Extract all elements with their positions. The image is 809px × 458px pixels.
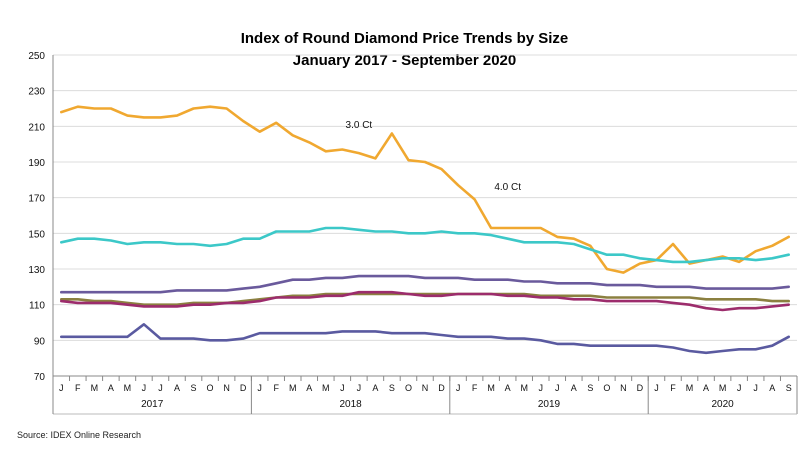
x-tick-label: M bbox=[124, 383, 132, 393]
y-tick-label: 250 bbox=[28, 51, 45, 62]
x-tick-label: J bbox=[59, 383, 64, 393]
year-label: 2017 bbox=[141, 399, 164, 410]
series-line-5 bbox=[59, 290, 791, 312]
x-tick-label: J bbox=[142, 383, 147, 393]
source-note: Source: IDEX Online Research bbox=[17, 430, 142, 440]
series-annotation: 4.0 Ct bbox=[494, 182, 521, 193]
year-label: 2018 bbox=[339, 399, 362, 410]
x-tick-label: J bbox=[158, 383, 163, 393]
x-tick-label: S bbox=[786, 383, 792, 393]
x-tick-label: O bbox=[405, 383, 412, 393]
series-line-1 bbox=[59, 105, 791, 274]
series-line-6 bbox=[59, 322, 791, 355]
x-tick-label: D bbox=[637, 383, 644, 393]
x-tick-label: A bbox=[174, 383, 180, 393]
x-tick-label: J bbox=[753, 383, 758, 393]
x-tick-label: M bbox=[719, 383, 727, 393]
series-annotation: 3.0 Ct bbox=[346, 120, 373, 131]
x-tick-label: M bbox=[322, 383, 330, 393]
x-tick-label: A bbox=[571, 383, 577, 393]
x-tick-label: S bbox=[191, 383, 197, 393]
x-tick-label: M bbox=[289, 383, 297, 393]
x-tick-label: M bbox=[487, 383, 495, 393]
x-tick-label: N bbox=[223, 383, 230, 393]
x-tick-label: J bbox=[737, 383, 742, 393]
chart-subtitle: January 2017 - September 2020 bbox=[292, 52, 517, 69]
x-tick-label: J bbox=[555, 383, 560, 393]
chart-title: Index of Round Diamond Price Trends by S… bbox=[240, 30, 569, 47]
x-tick-label: A bbox=[108, 383, 114, 393]
x-tick-label: A bbox=[703, 383, 709, 393]
y-tick-label: 210 bbox=[28, 122, 45, 133]
x-tick-label: D bbox=[438, 383, 445, 393]
y-tick-label: 90 bbox=[34, 336, 46, 347]
x-tick-label: A bbox=[769, 383, 775, 393]
x-tick-label: M bbox=[686, 383, 694, 393]
x-tick-label: N bbox=[422, 383, 429, 393]
series-line-2 bbox=[59, 226, 791, 264]
x-tick-label: A bbox=[306, 383, 312, 393]
x-tick-label: F bbox=[75, 383, 81, 393]
x-tick-label: J bbox=[357, 383, 362, 393]
x-tick-label: F bbox=[670, 383, 676, 393]
y-tick-label: 70 bbox=[34, 372, 46, 383]
y-tick-label: 130 bbox=[28, 265, 45, 276]
y-tick-label: 230 bbox=[28, 87, 45, 98]
x-tick-label: M bbox=[91, 383, 99, 393]
x-tick-label: O bbox=[207, 383, 214, 393]
year-label: 2020 bbox=[711, 399, 734, 410]
series-line-3 bbox=[59, 274, 791, 294]
x-tick-label: M bbox=[520, 383, 528, 393]
x-tick-label: J bbox=[538, 383, 543, 393]
x-tick-label: D bbox=[240, 383, 247, 393]
y-tick-label: 170 bbox=[28, 194, 45, 205]
series-line-4 bbox=[59, 292, 791, 307]
y-tick-label: 190 bbox=[28, 158, 45, 169]
y-tick-label: 110 bbox=[29, 301, 45, 312]
x-tick-label: S bbox=[389, 383, 395, 393]
x-tick-label: S bbox=[587, 383, 593, 393]
x-tick-label: J bbox=[654, 383, 659, 393]
x-tick-label: O bbox=[603, 383, 610, 393]
x-tick-label: F bbox=[273, 383, 279, 393]
year-label: 2019 bbox=[538, 399, 561, 410]
x-tick-label: N bbox=[620, 383, 627, 393]
x-tick-label: F bbox=[472, 383, 478, 393]
x-tick-label: J bbox=[257, 383, 262, 393]
x-tick-label: J bbox=[456, 383, 461, 393]
x-tick-label: J bbox=[340, 383, 345, 393]
x-tick-label: A bbox=[505, 383, 511, 393]
y-tick-label: 150 bbox=[28, 229, 45, 240]
x-tick-label: A bbox=[372, 383, 378, 393]
